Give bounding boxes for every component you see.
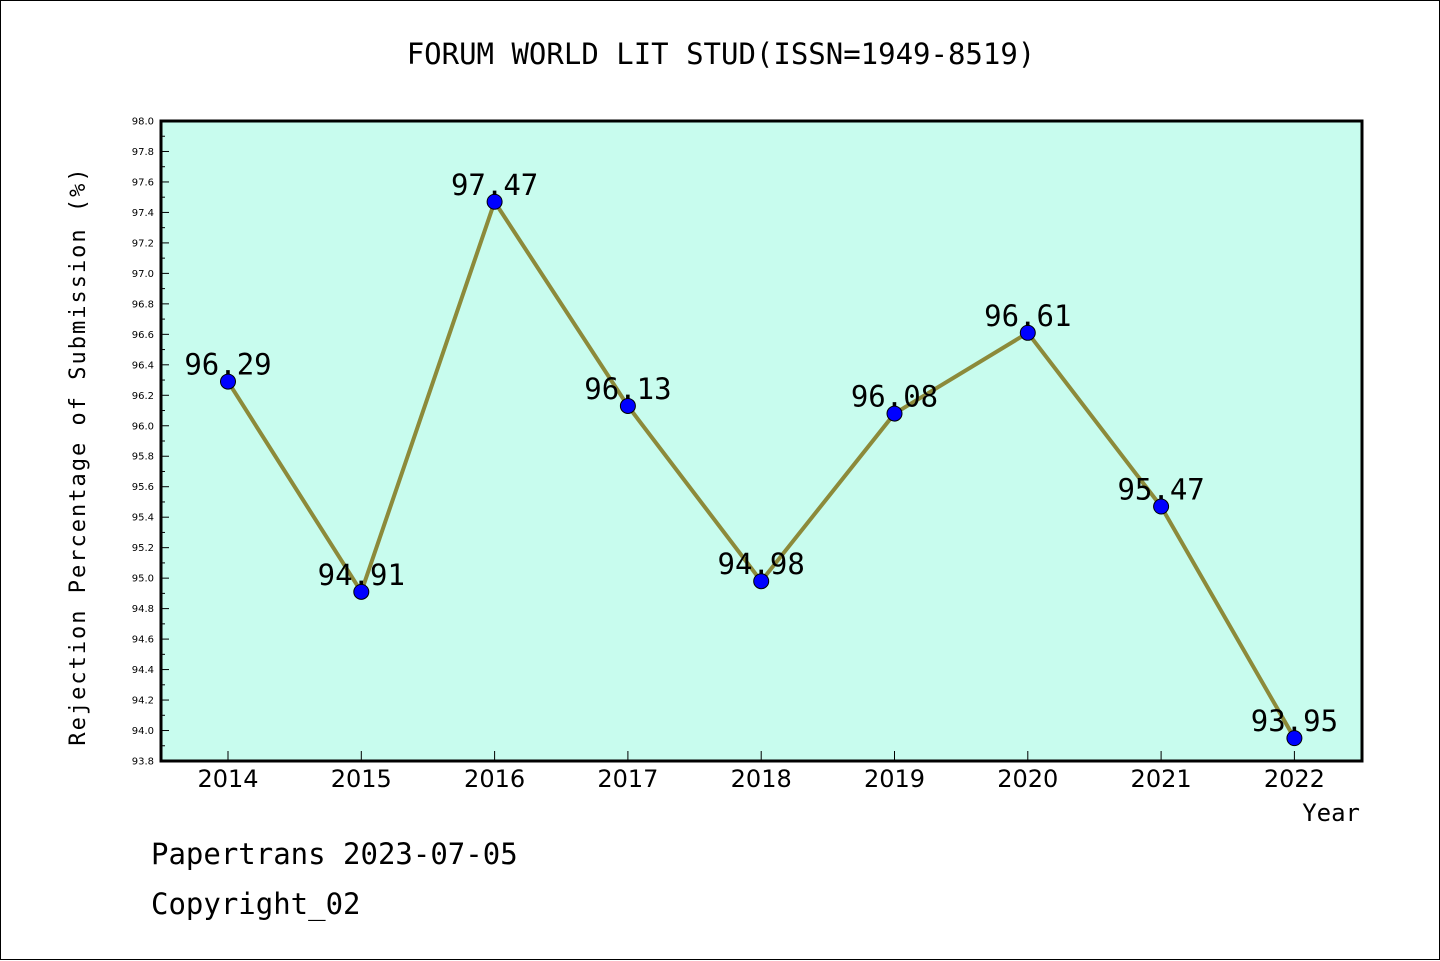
y-tick-label: 94.8 — [132, 604, 154, 615]
x-tick-label: 2022 — [1264, 765, 1325, 793]
data-label: 93.95 — [1251, 704, 1338, 738]
data-labels: 96.29 94.91 97.47 96.13 94.98 96.08 96.61 95.47… — [184, 168, 1338, 738]
data-label: 96.13 — [584, 372, 671, 406]
y-tick-label: 94.4 — [132, 665, 154, 676]
data-points — [220, 193, 1303, 747]
data-label: 94.91 — [318, 558, 405, 592]
y-tick-label: 97.6 — [132, 177, 154, 188]
footer-date: Papertrans 2023-07-05 — [151, 837, 518, 871]
data-point — [353, 583, 370, 600]
x-tick-label: 2021 — [1131, 765, 1192, 793]
data-point — [619, 397, 636, 414]
y-tick-label: 94.2 — [132, 696, 154, 707]
x-tick-label: 2018 — [731, 765, 792, 793]
y-tick-label: 95.2 — [132, 543, 154, 554]
y-tick-label: 96.2 — [132, 391, 154, 402]
x-axis-label: Year — [1302, 799, 1360, 827]
y-tick-label: 95.6 — [132, 482, 154, 493]
x-tick-label: 2014 — [197, 765, 258, 793]
y-tick-label: 96.4 — [132, 360, 154, 371]
data-label: 96.29 — [184, 348, 271, 382]
y-tick-label: 94.6 — [132, 635, 154, 646]
y-tick-label: 95.4 — [132, 513, 154, 524]
x-tick-label: 2020 — [997, 765, 1058, 793]
data-label: 96.08 — [851, 380, 938, 414]
y-tick-label: 95.0 — [132, 574, 154, 585]
data-label: 96.61 — [984, 299, 1071, 333]
data-label: 95.47 — [1117, 473, 1204, 507]
y-tick-label: 95.8 — [132, 452, 154, 463]
y-tick-label: 96.6 — [132, 330, 154, 341]
y-tick-label: 97.0 — [132, 269, 154, 280]
y-tick-label: 96.8 — [132, 299, 154, 310]
x-tick-label: 2016 — [464, 765, 525, 793]
x-tick-label: 2015 — [331, 765, 392, 793]
data-point — [1153, 498, 1170, 515]
chart-title: FORUM WORLD LIT STUD(ISSN=1949-8519) — [406, 37, 1036, 71]
y-axis-label: Rejection Percentage of Submission (%) — [66, 166, 91, 745]
data-point — [753, 573, 770, 590]
y-tick-label: 98.0 — [132, 117, 154, 128]
y-tick-label: 97.4 — [132, 208, 154, 219]
y-tick-label: 97.2 — [132, 238, 154, 249]
y-axis: 93.8 94.0 94.2 94.4 94.6 94.8 95.0 95.2 95.4 95.6… — [132, 117, 169, 768]
x-tick-label: 2019 — [864, 765, 925, 793]
data-point — [1019, 324, 1036, 341]
data-point — [886, 405, 903, 422]
data-label: 94.98 — [718, 547, 805, 581]
y-tick-label: 94.0 — [132, 726, 154, 737]
data-point — [486, 193, 503, 210]
x-axis: 2014 2015 2016 2017 2018 2019 2020 2021 2022 — [197, 751, 1325, 793]
data-point — [220, 373, 236, 390]
y-tick-label: 97.8 — [132, 147, 154, 158]
x-tick-label: 2017 — [597, 765, 658, 793]
y-tick-label: 96.0 — [132, 421, 154, 432]
plot-border — [159, 119, 1364, 763]
data-label: 97.47 — [451, 168, 538, 202]
y-tick-label: 93.8 — [132, 757, 154, 768]
footer-copyright: Copyright_02 — [151, 887, 361, 921]
data-point — [1286, 730, 1303, 747]
plot-area — [161, 121, 1362, 761]
